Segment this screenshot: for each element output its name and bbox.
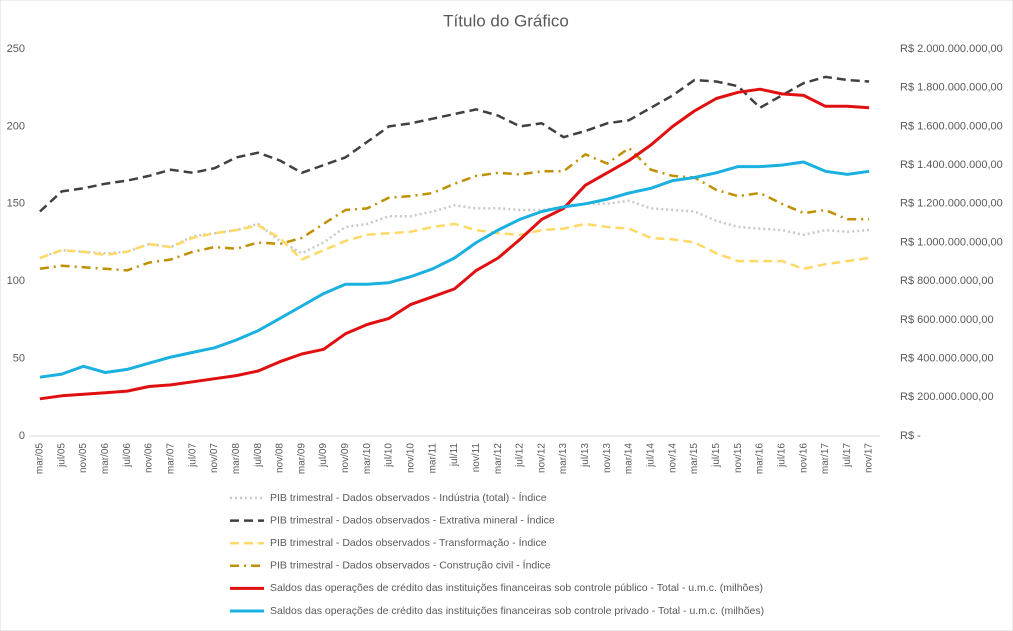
x-tick-label: jul/10 (384, 443, 395, 468)
y2-tick-label: R$ 600.000.000,00 (900, 314, 994, 326)
x-tick-label: nov/09 (340, 443, 351, 473)
x-tick-label: nov/16 (798, 443, 809, 473)
x-tick-label: jul/07 (187, 443, 198, 468)
y-tick-label: 100 (7, 275, 25, 287)
x-tick-label: jul/05 (56, 443, 67, 468)
x-tick-label: mar/09 (296, 443, 307, 475)
series-line (39, 146, 870, 272)
legend-label: Saldos das operações de crédito das inst… (270, 605, 764, 617)
y2-tick-label: R$ 1.000.000.000,00 (900, 236, 1003, 248)
x-tick-label: nov/15 (733, 443, 744, 473)
x-tick-label: mar/15 (689, 443, 700, 475)
chart-title: Título do Gráfico (443, 11, 569, 30)
x-tick-label: jul/16 (776, 443, 787, 468)
x-tick-label: mar/07 (165, 443, 176, 475)
y2-tick-label: R$ 800.000.000,00 (900, 275, 994, 287)
x-tick-label: nov/17 (864, 443, 875, 473)
x-tick-label: mar/10 (362, 443, 373, 475)
x-tick-label: jul/08 (253, 443, 264, 468)
y2-tick-label: R$ 2.000.000.000,00 (900, 43, 1003, 55)
x-tick-label: nov/11 (471, 443, 482, 473)
x-tick-label: mar/13 (558, 443, 569, 475)
x-tick-label: mar/17 (820, 443, 831, 475)
series-line (39, 199, 870, 260)
series-line (39, 160, 870, 379)
x-tick-label: jul/17 (842, 443, 853, 468)
legend-label: Saldos das operações de crédito das inst… (270, 582, 763, 594)
y2-tick-label: R$ 200.000.000,00 (900, 391, 994, 403)
y-tick-label: 150 (7, 198, 25, 210)
x-tick-label: mar/12 (493, 443, 504, 475)
x-tick-label: jul/09 (318, 443, 329, 468)
x-tick-label: nov/14 (667, 443, 678, 473)
series-line (39, 222, 870, 271)
legend-label: PIB trimestral - Dados observados - Cons… (270, 559, 551, 572)
y2-tick-label: R$ 400.000.000,00 (900, 353, 994, 365)
x-tick-label: jul/11 (449, 443, 460, 468)
legend-label: PIB trimestral - Dados observados - Extr… (270, 513, 555, 526)
legend-label: PIB trimestral - Dados observados - Tran… (270, 536, 547, 549)
x-tick-label: nov/06 (144, 443, 155, 473)
x-tick-label: nov/13 (602, 443, 613, 473)
y2-tick-label: R$ 1.600.000.000,00 (900, 120, 1003, 132)
x-tick-label: jul/15 (711, 443, 722, 468)
y-tick-label: 200 (7, 120, 25, 132)
y-tick-label: 250 (7, 43, 25, 55)
x-tick-label: nov/07 (209, 443, 220, 473)
y2-tick-label: R$ 1.800.000.000,00 (900, 82, 1003, 94)
x-tick-label: nov/10 (405, 443, 416, 473)
x-tick-label: jul/12 (515, 443, 526, 468)
x-tick-label: jul/14 (646, 443, 657, 468)
x-tick-label: jul/06 (122, 443, 133, 468)
y2-tick-label: R$ 1.200.000.000,00 (900, 198, 1003, 210)
x-tick-label: nov/12 (536, 443, 547, 473)
x-tick-label: mar/08 (231, 443, 242, 475)
y2-tick-label: R$ 1.400.000.000,00 (900, 159, 1003, 171)
y-tick-label: 50 (13, 353, 25, 365)
legend-label: PIB trimestral - Dados observados - Indú… (270, 491, 547, 504)
x-tick-label: mar/16 (755, 443, 766, 475)
x-tick-label: mar/11 (427, 443, 438, 474)
x-tick-label: jul/13 (580, 443, 591, 468)
y2-tick-label: R$ - (900, 430, 921, 442)
x-tick-label: nov/05 (78, 443, 89, 473)
x-tick-label: mar/05 (35, 443, 46, 475)
x-tick-label: nov/08 (275, 443, 286, 473)
y-tick-label: 0 (19, 430, 25, 442)
series-line (39, 75, 870, 213)
x-tick-label: mar/06 (100, 443, 111, 475)
x-tick-label: mar/14 (624, 443, 635, 475)
series-line (39, 87, 870, 401)
